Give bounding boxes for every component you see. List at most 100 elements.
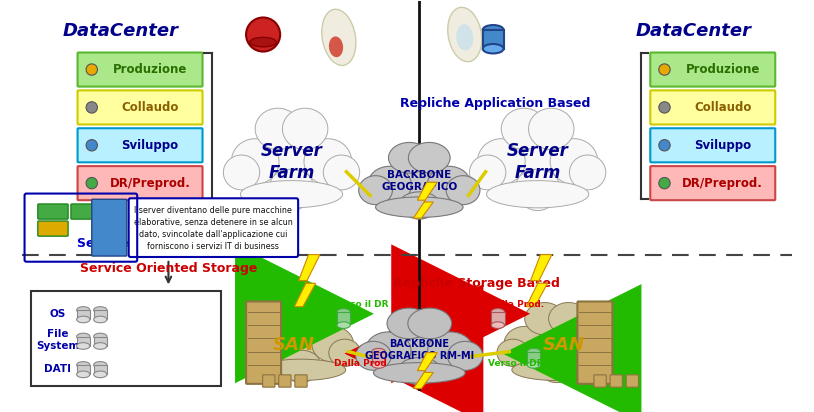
Ellipse shape — [270, 169, 313, 202]
Ellipse shape — [274, 314, 328, 361]
Circle shape — [246, 17, 280, 52]
Ellipse shape — [359, 176, 392, 205]
FancyBboxPatch shape — [263, 375, 275, 387]
Ellipse shape — [492, 322, 505, 328]
Ellipse shape — [276, 187, 308, 211]
FancyBboxPatch shape — [626, 375, 638, 387]
FancyBboxPatch shape — [650, 52, 775, 87]
FancyBboxPatch shape — [37, 204, 68, 219]
Ellipse shape — [312, 326, 353, 362]
Text: DataCenter: DataCenter — [63, 22, 179, 40]
Bar — [94, 337, 107, 346]
Ellipse shape — [543, 364, 571, 383]
Ellipse shape — [322, 9, 356, 66]
Ellipse shape — [492, 309, 505, 315]
Ellipse shape — [329, 339, 361, 366]
Ellipse shape — [293, 302, 333, 335]
Ellipse shape — [391, 154, 449, 199]
Ellipse shape — [282, 350, 320, 376]
Text: Dalla Prod.: Dalla Prod. — [488, 300, 544, 309]
FancyBboxPatch shape — [77, 128, 203, 162]
Ellipse shape — [528, 108, 574, 150]
Ellipse shape — [77, 362, 90, 368]
FancyBboxPatch shape — [577, 302, 612, 384]
Ellipse shape — [94, 316, 107, 323]
Ellipse shape — [77, 343, 90, 349]
Ellipse shape — [584, 339, 616, 366]
Ellipse shape — [255, 108, 300, 150]
Ellipse shape — [77, 307, 90, 313]
Bar — [483, 30, 504, 49]
Text: Dalla Prod: Dalla Prod — [335, 359, 387, 368]
Ellipse shape — [94, 333, 107, 340]
Text: I server diventano delle pure macchine
elaborative, senza detenere in se alcun
d: I server diventano delle pure macchine e… — [133, 206, 292, 251]
Ellipse shape — [516, 169, 559, 202]
FancyBboxPatch shape — [129, 198, 298, 257]
Text: DataCenter: DataCenter — [636, 22, 752, 40]
Ellipse shape — [470, 155, 505, 190]
Ellipse shape — [427, 166, 471, 204]
Ellipse shape — [527, 348, 540, 355]
Ellipse shape — [483, 25, 504, 35]
Ellipse shape — [94, 307, 107, 313]
Ellipse shape — [387, 308, 431, 339]
Ellipse shape — [389, 320, 449, 364]
Ellipse shape — [399, 358, 440, 382]
Text: SAN: SAN — [273, 336, 314, 354]
FancyBboxPatch shape — [650, 166, 775, 200]
Ellipse shape — [256, 359, 346, 380]
Ellipse shape — [427, 332, 474, 370]
Circle shape — [659, 178, 670, 189]
Text: Server
Farm: Server Farm — [506, 142, 568, 183]
Bar — [94, 365, 107, 375]
Ellipse shape — [405, 202, 433, 219]
Text: Verso il DR: Verso il DR — [333, 300, 388, 309]
Text: Server
Farm: Server Farm — [260, 142, 322, 183]
Text: Service Oriented Infrastructure: Service Oriented Infrastructure — [77, 237, 298, 250]
Ellipse shape — [240, 180, 343, 208]
Text: BACKBONE
GEOGRAFICO RM-MI: BACKBONE GEOGRAFICO RM-MI — [365, 339, 474, 361]
Polygon shape — [414, 353, 437, 389]
Ellipse shape — [365, 332, 411, 370]
Ellipse shape — [538, 350, 575, 376]
Ellipse shape — [287, 364, 315, 383]
Ellipse shape — [269, 302, 309, 335]
Ellipse shape — [250, 37, 277, 47]
Ellipse shape — [94, 371, 107, 378]
FancyBboxPatch shape — [650, 90, 775, 124]
Ellipse shape — [448, 7, 482, 62]
Circle shape — [86, 178, 98, 189]
Text: Sviluppo: Sviluppo — [121, 139, 178, 152]
FancyBboxPatch shape — [610, 375, 623, 387]
Text: Repliche Storage Based: Repliche Storage Based — [392, 277, 559, 290]
Ellipse shape — [260, 123, 322, 183]
Text: DR/Preprod.: DR/Preprod. — [109, 177, 190, 190]
Circle shape — [659, 102, 670, 113]
Ellipse shape — [231, 139, 279, 185]
Text: Collaudo: Collaudo — [694, 101, 751, 114]
Polygon shape — [295, 255, 320, 307]
Ellipse shape — [448, 341, 483, 370]
Ellipse shape — [248, 326, 290, 362]
Ellipse shape — [456, 24, 473, 51]
Ellipse shape — [374, 363, 465, 383]
Ellipse shape — [337, 309, 350, 315]
Text: Collaudo: Collaudo — [121, 101, 178, 114]
Polygon shape — [414, 182, 437, 218]
Ellipse shape — [497, 339, 529, 366]
Ellipse shape — [372, 348, 385, 355]
Ellipse shape — [570, 155, 606, 190]
Ellipse shape — [504, 326, 545, 362]
Circle shape — [86, 140, 98, 151]
Text: SAN: SAN — [543, 336, 585, 354]
FancyBboxPatch shape — [295, 375, 307, 387]
Ellipse shape — [527, 362, 540, 368]
FancyBboxPatch shape — [71, 204, 101, 219]
Ellipse shape — [337, 322, 350, 328]
Text: Produzione: Produzione — [112, 63, 187, 76]
Ellipse shape — [408, 308, 452, 339]
Text: Produzione: Produzione — [685, 63, 759, 76]
Ellipse shape — [356, 341, 392, 370]
Text: Service Oriented Storage: Service Oriented Storage — [80, 262, 257, 275]
Ellipse shape — [94, 343, 107, 349]
